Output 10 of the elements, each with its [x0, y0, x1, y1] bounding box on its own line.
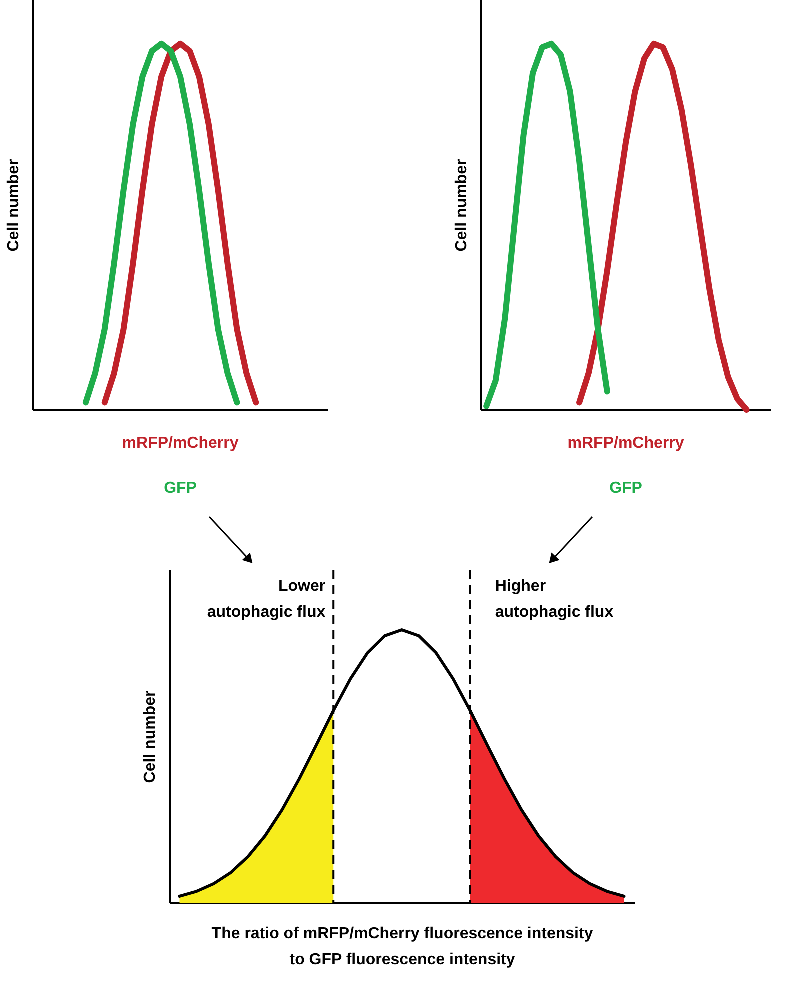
- x-axis-title: The ratio of mRFP/mCherry fluorescence intensity to GFP fluorescence intensity: [212, 926, 594, 968]
- text: GFP: [610, 480, 643, 497]
- text: mRFP/mCherry: [122, 435, 239, 452]
- y-axis-title: Cell number: [6, 159, 22, 252]
- text: GFP: [164, 480, 198, 497]
- text: Lower autophagic flux: [207, 578, 326, 621]
- y-axis-title: Cell number: [142, 690, 159, 784]
- y-axis-title: Cell number: [454, 159, 470, 252]
- text: Higher autophagic flux: [495, 578, 614, 621]
- text: mRFP/mCherry: [568, 435, 684, 452]
